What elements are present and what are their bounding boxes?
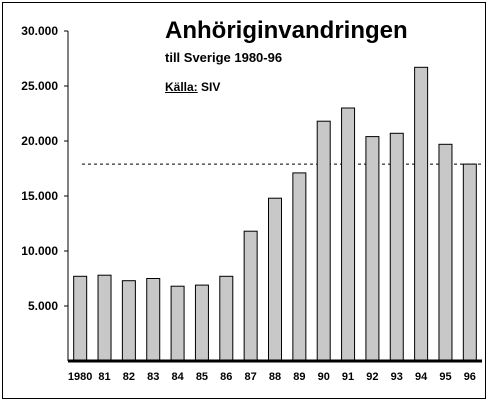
- x-tick-label: 82: [123, 371, 135, 383]
- x-tick-label: 83: [147, 371, 159, 383]
- chart-source: Källa: SIV: [165, 80, 220, 94]
- x-axis-ticks: 1980 81 82 83 84 85 86 87 88 89 90 91 92 93 94 95 96: [68, 371, 476, 383]
- x-tick-label: 89: [293, 371, 305, 383]
- bar: [438, 143, 453, 362]
- bar: [341, 107, 356, 362]
- x-tick-label: 92: [366, 371, 378, 383]
- bar: [194, 284, 209, 362]
- bar: [292, 172, 307, 362]
- x-tick-label: 95: [439, 371, 451, 383]
- bar: [146, 278, 161, 362]
- bar: [462, 163, 477, 362]
- x-tick-label: 88: [269, 371, 281, 383]
- y-tick-label: 5.000: [28, 299, 58, 313]
- y-tick-label: 25.000: [21, 79, 58, 93]
- x-tick-label: 81: [98, 371, 110, 383]
- y-tick-label: 15.000: [21, 189, 58, 203]
- chart-title: Anhöriginvandringen: [165, 17, 408, 44]
- bar: [414, 66, 429, 362]
- bar: [121, 280, 136, 362]
- x-tick-label: 90: [318, 371, 330, 383]
- source-label: Källa:: [165, 80, 198, 94]
- bar: [219, 275, 234, 362]
- bar: [268, 197, 282, 362]
- x-tick-label: 84: [171, 371, 184, 383]
- bar: [243, 230, 258, 362]
- chart-subtitle: till Sverige 1980-96: [165, 50, 283, 65]
- source-value: SIV: [201, 80, 221, 94]
- bar: [316, 120, 331, 362]
- x-tick-label: 94: [415, 371, 428, 383]
- bars: [73, 66, 477, 362]
- x-tick-label: 85: [196, 371, 208, 383]
- y-tick-label: 30.000: [21, 24, 58, 38]
- x-tick-label: 91: [342, 371, 354, 383]
- x-tick-label: 87: [245, 371, 257, 383]
- bar: [170, 285, 185, 362]
- bar: [389, 132, 404, 362]
- y-axis-ticks: 5.000 10.000 15.000 20.000 25.000 30.000: [21, 24, 68, 313]
- bar: [73, 275, 88, 362]
- y-tick-label: 10.000: [21, 244, 58, 258]
- bar: [365, 136, 380, 362]
- x-tick-label: 1980: [68, 371, 92, 383]
- x-tick-label: 86: [220, 371, 232, 383]
- x-tick-label: 96: [464, 371, 476, 383]
- y-tick-label: 20.000: [21, 134, 58, 148]
- bar: [97, 274, 112, 362]
- x-tick-label: 93: [391, 371, 403, 383]
